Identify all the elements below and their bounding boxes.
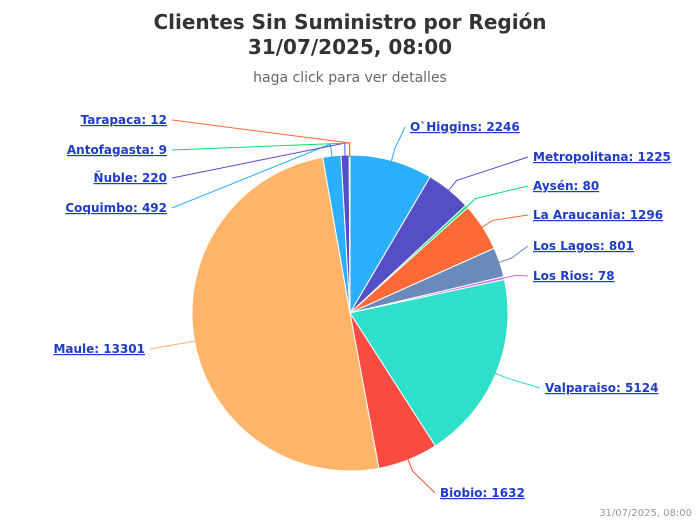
data-label-tarapaca[interactable]: Tarapaca: 12 [81,113,167,127]
connector-metropolitana [447,156,529,192]
data-label-valparaiso[interactable]: Valparaiso: 5124 [545,381,658,395]
data-label-o-higgins[interactable]: O`Higgins: 2246 [410,120,520,134]
connector-los-rios [502,274,529,279]
chart-subtitle: haga click para ver detalles [253,70,447,86]
data-label-coquimbo[interactable]: Coquimbo: 492 [65,201,167,215]
data-label-maule[interactable]: Maule: 13301 [53,342,145,356]
data-label-metropolitana[interactable]: Metropolitana: 1225 [533,150,671,164]
data-label-aysen[interactable]: Aysén: 80 [533,179,599,193]
data-label-los-lagos[interactable]: Los Lagos: 801 [533,239,634,253]
label-connectors [149,119,541,494]
connector-maule [149,340,197,350]
data-label-nuble[interactable]: Ñuble: 220 [94,170,167,185]
chart-title: Clientes Sin Suministro por Región [153,10,547,34]
connector-aysen [464,185,529,209]
connector-o-higgins [390,126,406,163]
connector-los-lagos [497,245,529,264]
chart-credit: 31/07/2025, 08:00 [599,508,692,519]
pie-slices [191,154,509,472]
data-labels: O`Higgins: 2246 Metropolitana: 1225 Aysén:… [53,113,670,500]
connector-antofagasta [171,142,350,158]
data-label-antofagasta[interactable]: Antofagasta: 9 [67,143,167,157]
data-label-biobio[interactable]: Biobio: 1632 [440,486,525,500]
connector-la-araucania [480,214,529,229]
data-label-la-araucania[interactable]: La Araucania: 1296 [533,208,663,222]
data-label-los-rios[interactable]: Los Rios: 78 [533,269,615,283]
connector-valparaiso [493,372,541,389]
connector-biobio [406,457,436,494]
chart-title-date: 31/07/2025, 08:00 [247,35,453,59]
connector-tarapaca [171,119,351,158]
